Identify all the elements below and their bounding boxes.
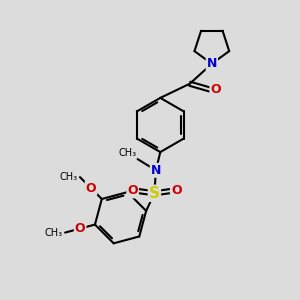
Text: CH₃: CH₃ [59, 172, 78, 182]
Text: N: N [151, 164, 161, 177]
Text: S: S [149, 186, 160, 201]
Text: N: N [207, 57, 217, 70]
Text: CH₃: CH₃ [45, 228, 63, 238]
Text: O: O [171, 184, 181, 197]
Text: CH₃: CH₃ [118, 148, 136, 158]
Text: O: O [210, 83, 221, 96]
Text: O: O [75, 222, 86, 235]
Text: O: O [127, 184, 138, 197]
Text: O: O [86, 182, 96, 195]
